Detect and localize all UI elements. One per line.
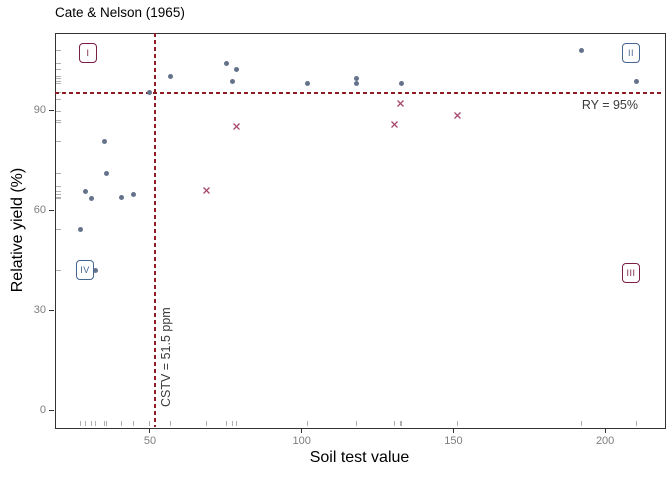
x-axis-tick-label: 200	[595, 435, 615, 447]
y-axis-tick	[49, 109, 54, 111]
x-axis-tick-label: 100	[292, 435, 311, 447]
y-axis-tick-label: 0	[39, 403, 46, 416]
x-axis-tick-label: 50	[143, 435, 157, 447]
plot-title: Cate & Nelson (1965)	[55, 5, 185, 20]
x-axis-title: Soil test value	[309, 449, 410, 466]
y-axis-tick-label: 90	[33, 103, 46, 116]
y-axis-title: Relative yield (%)	[9, 167, 26, 293]
plot-panel-border	[55, 33, 666, 429]
y-axis-tick	[49, 409, 54, 411]
x-axis-tick-label: 150	[444, 435, 463, 447]
y-axis-tick	[49, 309, 54, 311]
y-axis-tick	[49, 209, 54, 211]
y-axis-tick-label: 30	[33, 303, 46, 316]
